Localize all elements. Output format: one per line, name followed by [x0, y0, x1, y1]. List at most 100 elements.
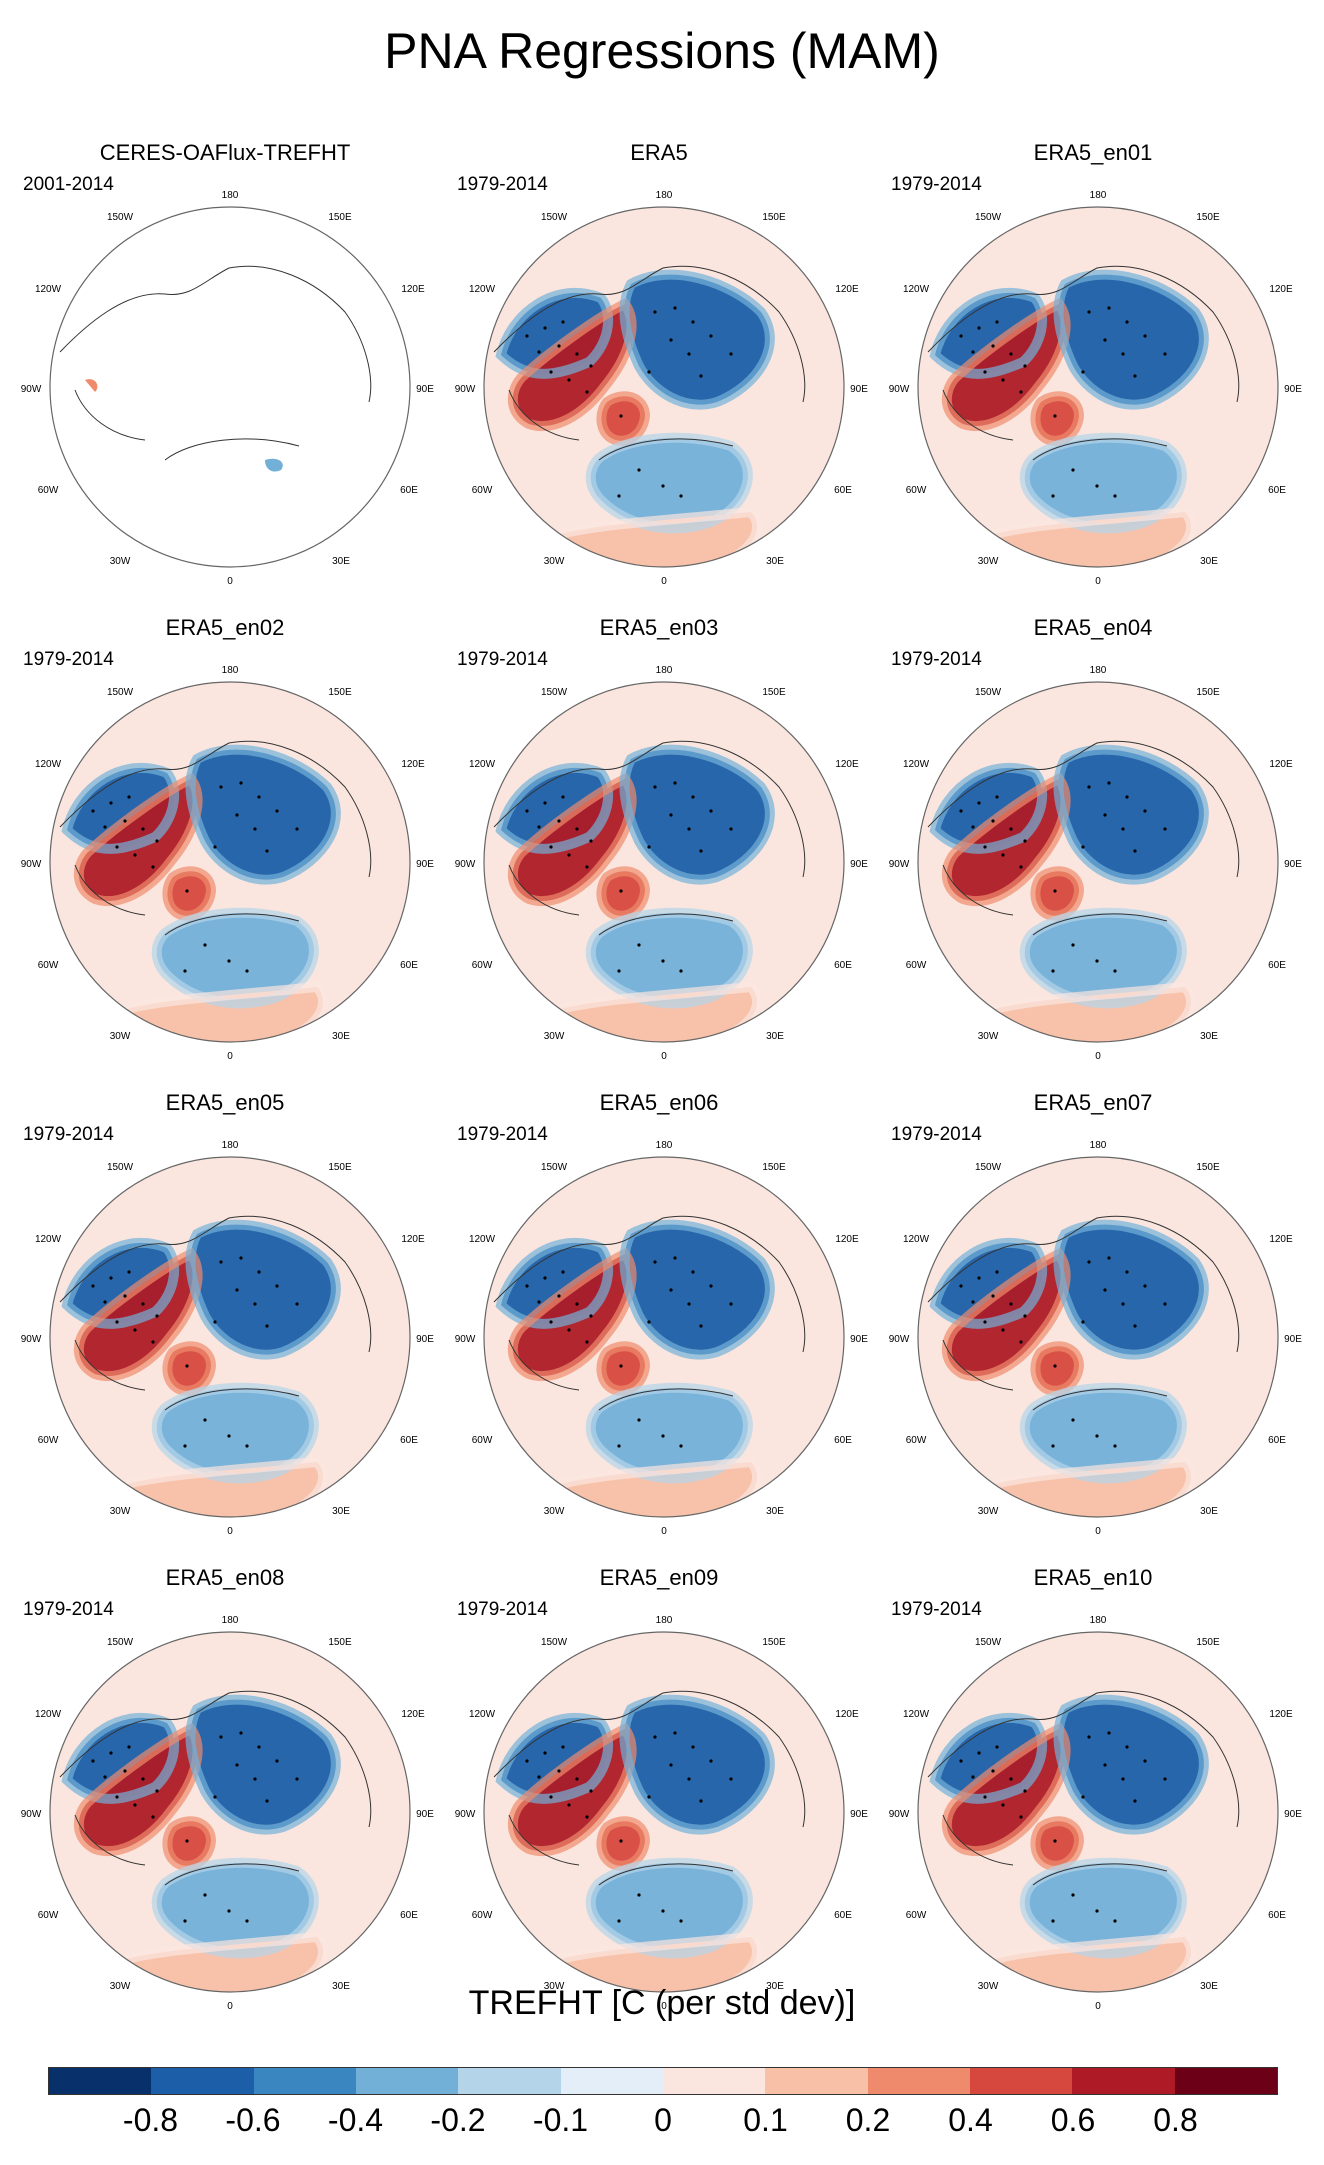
longitude-label: 150W: [975, 212, 1002, 223]
significance-dot: [1113, 1444, 1117, 1448]
map-border: [917, 681, 1279, 1043]
significance-dot: [991, 1769, 995, 1773]
significance-dot: [709, 1759, 713, 1763]
longitude-label: 150E: [328, 1637, 352, 1648]
significance-dot: [619, 414, 623, 418]
significance-dot: [151, 1340, 155, 1344]
anomaly-halo-alaska-cold: [495, 763, 614, 854]
longitude-label: 150E: [328, 1162, 352, 1173]
significance-dot: [1023, 364, 1027, 368]
longitude-label: 60E: [400, 1910, 418, 1921]
longitude-label: 30W: [978, 1981, 999, 1992]
anomaly-region-greenland-warm: [1035, 871, 1079, 916]
longitude-label: 120W: [903, 1709, 930, 1720]
significance-dot: [661, 484, 665, 488]
significance-dot: [575, 827, 579, 831]
longitude-label: 60W: [38, 1435, 59, 1446]
longitude-label: 60E: [400, 960, 418, 971]
significance-dot: [1053, 414, 1057, 418]
significance-dot: [265, 1324, 269, 1328]
anomaly-region-greenland-warm: [1035, 1821, 1079, 1866]
significance-dot: [265, 849, 269, 853]
panel-period: 1979-2014: [23, 1599, 114, 1620]
significance-dot: [1023, 1789, 1027, 1793]
longitude-label: 90W: [21, 859, 42, 870]
significance-dot: [637, 943, 641, 947]
longitude-label: 90E: [416, 1334, 434, 1345]
anomaly-region-siberia-cold: [624, 749, 770, 880]
longitude-label: 150W: [107, 687, 134, 698]
longitude-label: 30E: [766, 1981, 784, 1992]
significance-dot: [213, 845, 217, 849]
significance-dot: [1103, 338, 1107, 342]
significance-dot: [637, 468, 641, 472]
significance-dot: [561, 320, 565, 324]
longitude-label: 120E: [401, 759, 425, 770]
anomaly-halo-canada-warm: [507, 772, 637, 906]
anomaly-region-greenland-warm: [167, 1821, 211, 1866]
significance-dot: [991, 1294, 995, 1298]
significance-dot: [977, 326, 981, 330]
significance-dot: [1103, 1288, 1107, 1292]
longitude-label: 60W: [472, 1910, 493, 1921]
significance-dot: [585, 1340, 589, 1344]
colorbar-tick-label: 0.1: [743, 2102, 788, 2138]
significance-dot: [1051, 494, 1055, 498]
longitude-label: 30W: [544, 556, 565, 567]
anomaly-region-siberia-cold: [190, 1224, 336, 1355]
significance-dot: [1081, 370, 1085, 374]
polar-map: 180 150E 120E 90E 60E 30E 0 30W 60W 90W 120W 150W: [889, 1140, 1303, 1537]
significance-dot: [1133, 1324, 1137, 1328]
panel-title: ERA5: [630, 140, 688, 165]
significance-dot: [1133, 374, 1137, 378]
panel-period: 2001-2014: [23, 174, 114, 195]
significance-dot: [1103, 1763, 1107, 1767]
longitude-label: 180: [222, 665, 239, 676]
significance-dot: [91, 809, 95, 813]
longitude-label: 150E: [762, 687, 786, 698]
longitude-label: 60W: [472, 960, 493, 971]
map-border: [49, 206, 411, 568]
longitude-label: 30E: [766, 556, 784, 567]
significance-dot: [245, 1919, 249, 1923]
anomaly-halo-alaska-cold: [61, 1238, 180, 1329]
significance-dot: [109, 801, 113, 805]
significance-dot: [1087, 1735, 1091, 1739]
longitude-label: 0: [661, 1051, 667, 1062]
significance-dot: [1051, 969, 1055, 973]
longitude-label: 120E: [401, 1234, 425, 1245]
longitude-label: 60E: [834, 1910, 852, 1921]
colorbar-segment: [458, 2068, 561, 2094]
longitude-label: 0: [1095, 1051, 1101, 1062]
significance-dot: [653, 1260, 657, 1264]
longitude-label: 150E: [328, 212, 352, 223]
map-background: [50, 207, 410, 567]
longitude-label: 60W: [472, 485, 493, 496]
anomaly-region-europe-cool: [590, 912, 748, 1004]
longitude-label: 120E: [401, 284, 425, 295]
significance-dot: [1081, 1795, 1085, 1799]
significance-dot: [1143, 1284, 1147, 1288]
significance-dot: [991, 819, 995, 823]
longitude-label: 0: [661, 2001, 667, 2012]
longitude-label: 60W: [472, 1435, 493, 1446]
significance-dot: [661, 1909, 665, 1913]
anomaly-region-europe-cool: [1024, 437, 1182, 529]
anomaly-region-greenland-warm: [1035, 396, 1079, 441]
panel-title: ERA5_en02: [165, 615, 285, 640]
map-panel: 180 150E 120E 90E 60E 30E 0 30W 60W 90W 120W 150W ER…: [883, 1565, 1303, 2035]
significance-dot: [203, 1893, 207, 1897]
longitude-label: 120W: [469, 1709, 496, 1720]
anomaly-halo-canada-warm: [73, 1247, 203, 1381]
significance-dot: [1071, 1893, 1075, 1897]
longitude-label: 90W: [889, 384, 910, 395]
longitude-label: 120E: [1269, 1709, 1293, 1720]
longitude-label: 30W: [110, 1031, 131, 1042]
anomaly-halo-alaska-cold: [929, 288, 1048, 379]
significance-dot: [253, 1777, 257, 1781]
colorbar-segment: [1072, 2068, 1175, 2094]
anomaly-halo-canada-warm: [73, 1722, 203, 1856]
significance-dot: [151, 1815, 155, 1819]
significance-dot: [699, 849, 703, 853]
